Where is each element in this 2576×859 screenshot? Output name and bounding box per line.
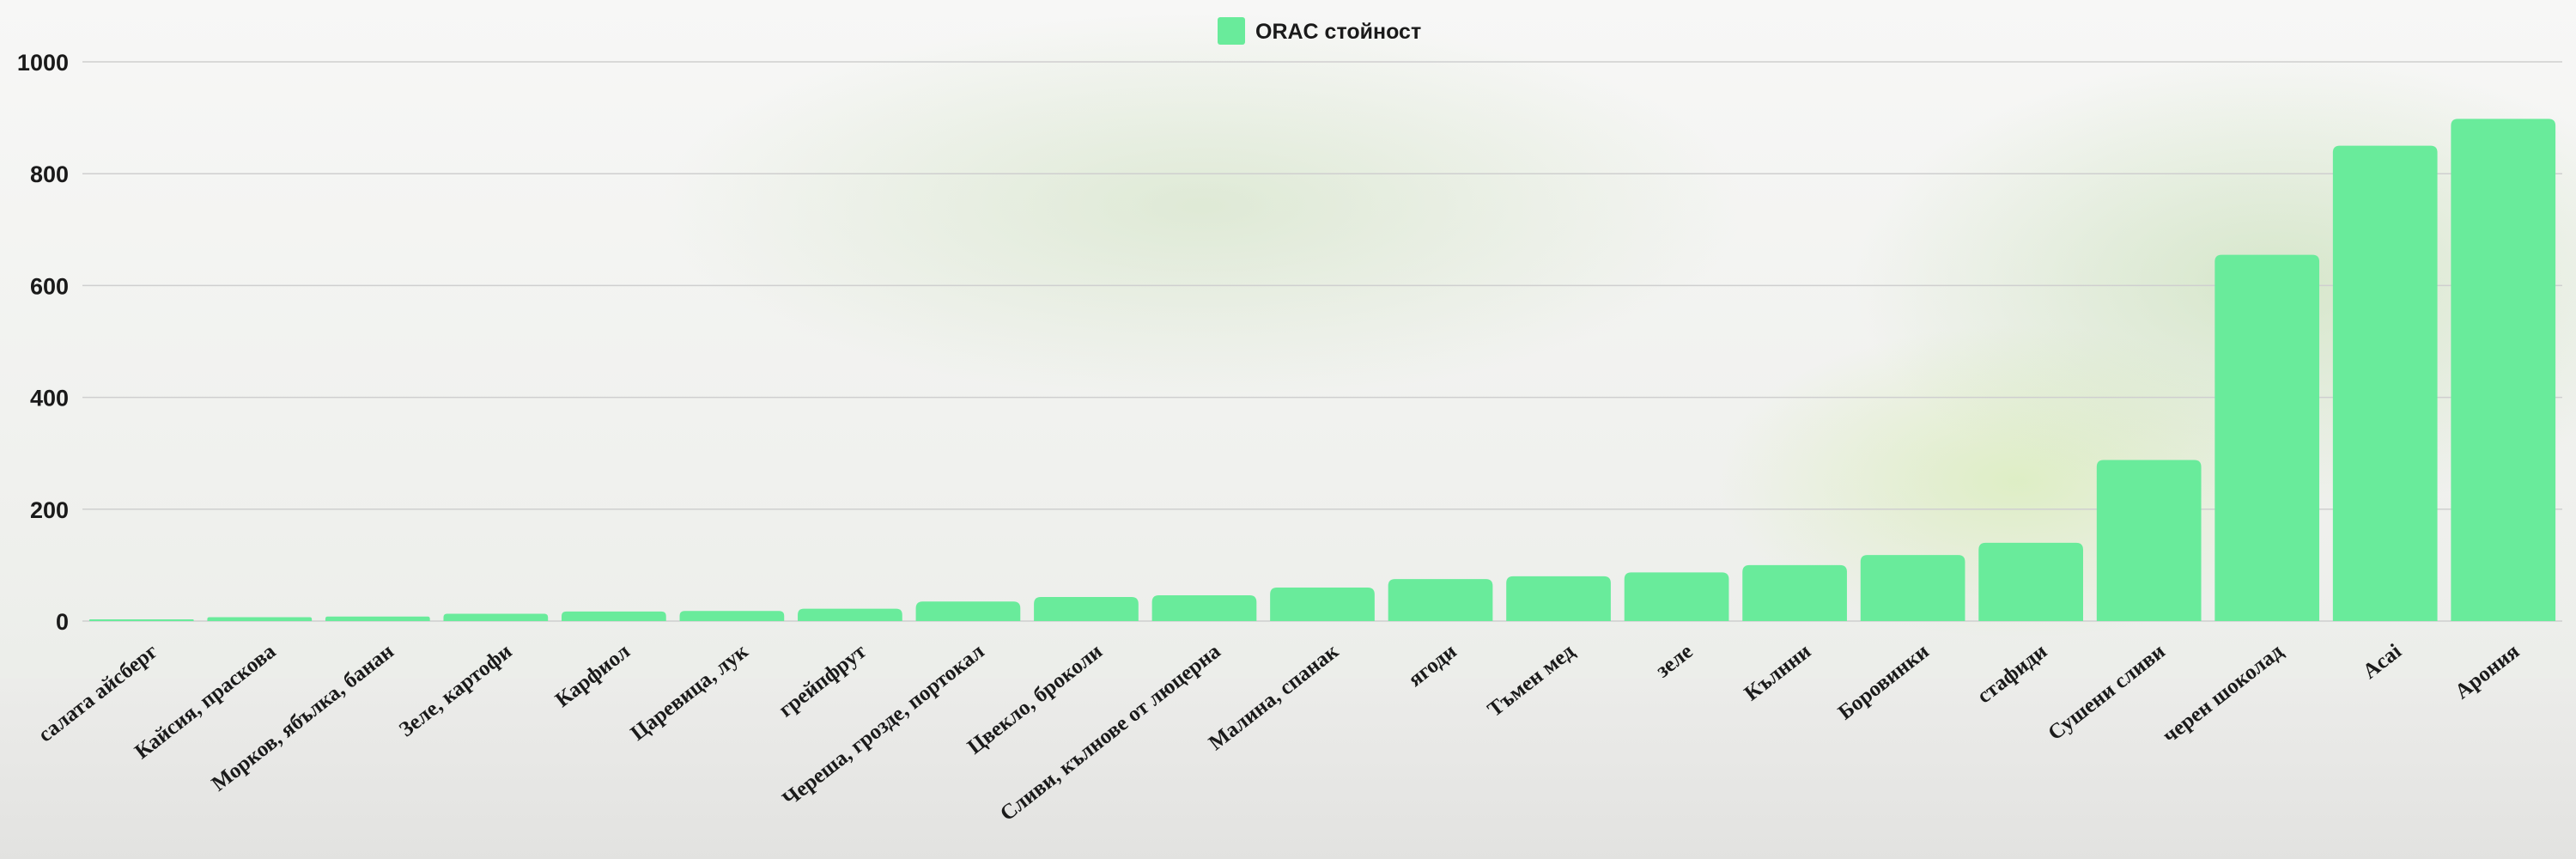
legend-swatch: [1218, 17, 1245, 45]
bar[interactable]: [1860, 555, 1965, 621]
bar[interactable]: [798, 608, 902, 621]
bar[interactable]: [1506, 576, 1611, 621]
bar[interactable]: [443, 613, 549, 621]
legend[interactable]: ORAC стойност: [1218, 17, 1421, 45]
bar[interactable]: [2451, 119, 2556, 622]
y-tick-label: 1000: [17, 50, 69, 76]
bar[interactable]: [1978, 542, 2083, 621]
y-tick-label: 400: [30, 386, 69, 411]
bars: [88, 119, 2556, 622]
x-tick-label: грейпфрут: [775, 640, 871, 722]
x-tick-label: черен шоколад: [2159, 639, 2288, 747]
x-tick-label: Кълнни: [1741, 640, 1816, 706]
x-tick-label: Боровинки: [1834, 640, 1934, 725]
x-tick-label: Череша, грозде, портокал: [778, 640, 988, 812]
bar[interactable]: [562, 611, 666, 621]
x-tick-label: зеле: [1652, 640, 1698, 683]
x-tick-label: Сушени сливи: [2044, 640, 2169, 746]
bar[interactable]: [88, 619, 194, 621]
x-tick-label: Карфиол: [551, 640, 635, 712]
bar[interactable]: [1388, 579, 1493, 621]
bar[interactable]: [2096, 460, 2202, 621]
bar[interactable]: [679, 611, 785, 621]
x-tick-label: салата айсберг: [34, 640, 162, 747]
bar[interactable]: [1034, 597, 1139, 621]
bar[interactable]: [1151, 595, 1257, 621]
bar[interactable]: [1742, 564, 1847, 621]
y-tick-label: 800: [30, 161, 69, 187]
y-tick-label: 200: [30, 497, 69, 523]
bar[interactable]: [2215, 254, 2320, 621]
bar[interactable]: [1624, 572, 1729, 621]
x-tick-label: ягоди: [1404, 640, 1461, 691]
x-tick-label: Зеле, картофи: [395, 640, 516, 742]
bar[interactable]: [1270, 587, 1375, 621]
bar[interactable]: [207, 617, 313, 621]
bar[interactable]: [915, 601, 1021, 621]
x-tick-label: Сливи, кълнове от люцерна: [996, 639, 1225, 825]
x-tick-label: Царевица, лук: [627, 639, 753, 745]
legend-label: ORAC стойност: [1255, 20, 1421, 44]
x-tick-label: Арония: [2451, 640, 2524, 704]
x-tick-label: Acai: [2359, 640, 2406, 684]
x-tick-label: Малина, спанак: [1205, 639, 1344, 755]
bar[interactable]: [2332, 145, 2438, 621]
y-axis: 0 200 400 600 800 1000: [17, 50, 69, 635]
x-tick-label: стафиди: [1973, 640, 2051, 709]
y-tick-label: 0: [56, 609, 69, 635]
y-tick-label: 600: [30, 273, 69, 299]
bar[interactable]: [325, 616, 430, 621]
x-tick-label: Тъмен мед: [1484, 639, 1580, 722]
